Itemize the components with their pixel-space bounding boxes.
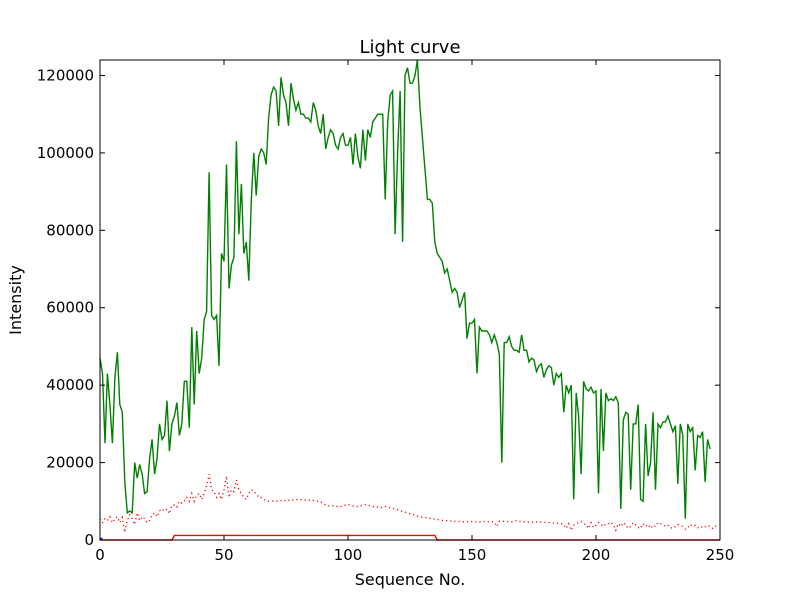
x-axis-label: Sequence No. xyxy=(355,570,466,589)
y-tick-label: 80000 xyxy=(46,221,94,239)
x-tick-label: 100 xyxy=(334,546,363,564)
series-background-line xyxy=(99,474,718,533)
y-tick-label: 40000 xyxy=(46,376,94,394)
chart-title: Light curve xyxy=(359,37,460,58)
y-tick-label: 100000 xyxy=(37,144,94,162)
x-tick-label: 0 xyxy=(95,546,105,564)
y-tick-label: 0 xyxy=(84,531,94,549)
series-intensity-line xyxy=(99,59,711,519)
y-axis-label: Intensity xyxy=(6,265,25,335)
y-tick-label: 20000 xyxy=(46,454,94,472)
y-tick-label: 60000 xyxy=(46,299,94,317)
x-tick-label: 150 xyxy=(458,546,487,564)
x-tick-label: 250 xyxy=(706,546,735,564)
y-tick-label: 120000 xyxy=(37,66,94,84)
plot-frame xyxy=(99,59,721,541)
ticks-layer: 0 50 100 150 200 250 0 20000 40000 60000 80000 1000… xyxy=(37,60,735,564)
series-layer xyxy=(99,59,720,541)
x-tick-label: 50 xyxy=(214,546,233,564)
x-tick-label: 200 xyxy=(582,546,611,564)
series-flag-line xyxy=(100,534,720,541)
